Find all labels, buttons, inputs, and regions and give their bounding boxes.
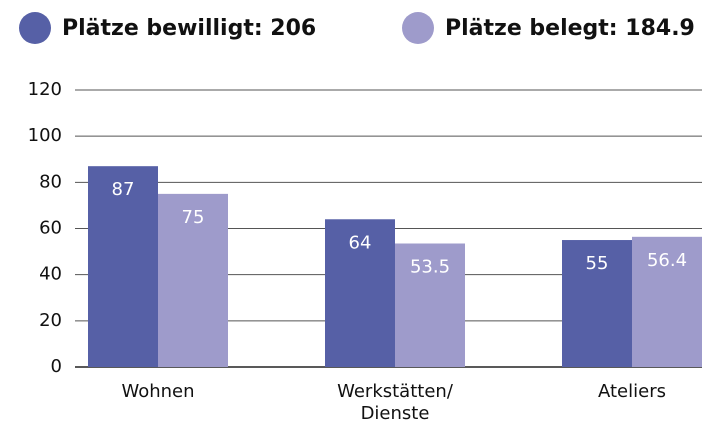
value-label: 53.5	[410, 257, 450, 278]
x-tick-label: Ateliers	[598, 381, 666, 402]
bar	[632, 236, 702, 367]
legend-marker	[402, 12, 434, 44]
x-tick-label: Werkstätten/ Dienste	[337, 381, 453, 424]
bar	[88, 166, 158, 367]
y-tick-label: 20	[39, 310, 62, 331]
y-tick-label: 100	[28, 125, 62, 146]
value-label: 56.4	[647, 250, 687, 271]
y-tick-label: 120	[28, 79, 62, 100]
value-label: 75	[182, 207, 205, 228]
legend-label: Plätze belegt: 184.9	[445, 16, 695, 41]
y-tick-label: 60	[39, 218, 62, 239]
bar	[395, 243, 465, 367]
x-tick-label: Wohnen	[121, 381, 195, 402]
value-label: 87	[112, 179, 135, 200]
bar	[325, 219, 395, 367]
y-tick-label: 80	[39, 171, 62, 192]
value-label: 55	[586, 253, 609, 274]
value-label: 64	[349, 232, 372, 253]
legend-label: Plätze bewilligt: 206	[62, 16, 316, 41]
bar	[562, 240, 632, 367]
legend-marker	[19, 12, 51, 44]
y-tick-label: 0	[51, 356, 62, 377]
y-tick-label: 40	[39, 264, 62, 285]
bar	[158, 193, 228, 367]
